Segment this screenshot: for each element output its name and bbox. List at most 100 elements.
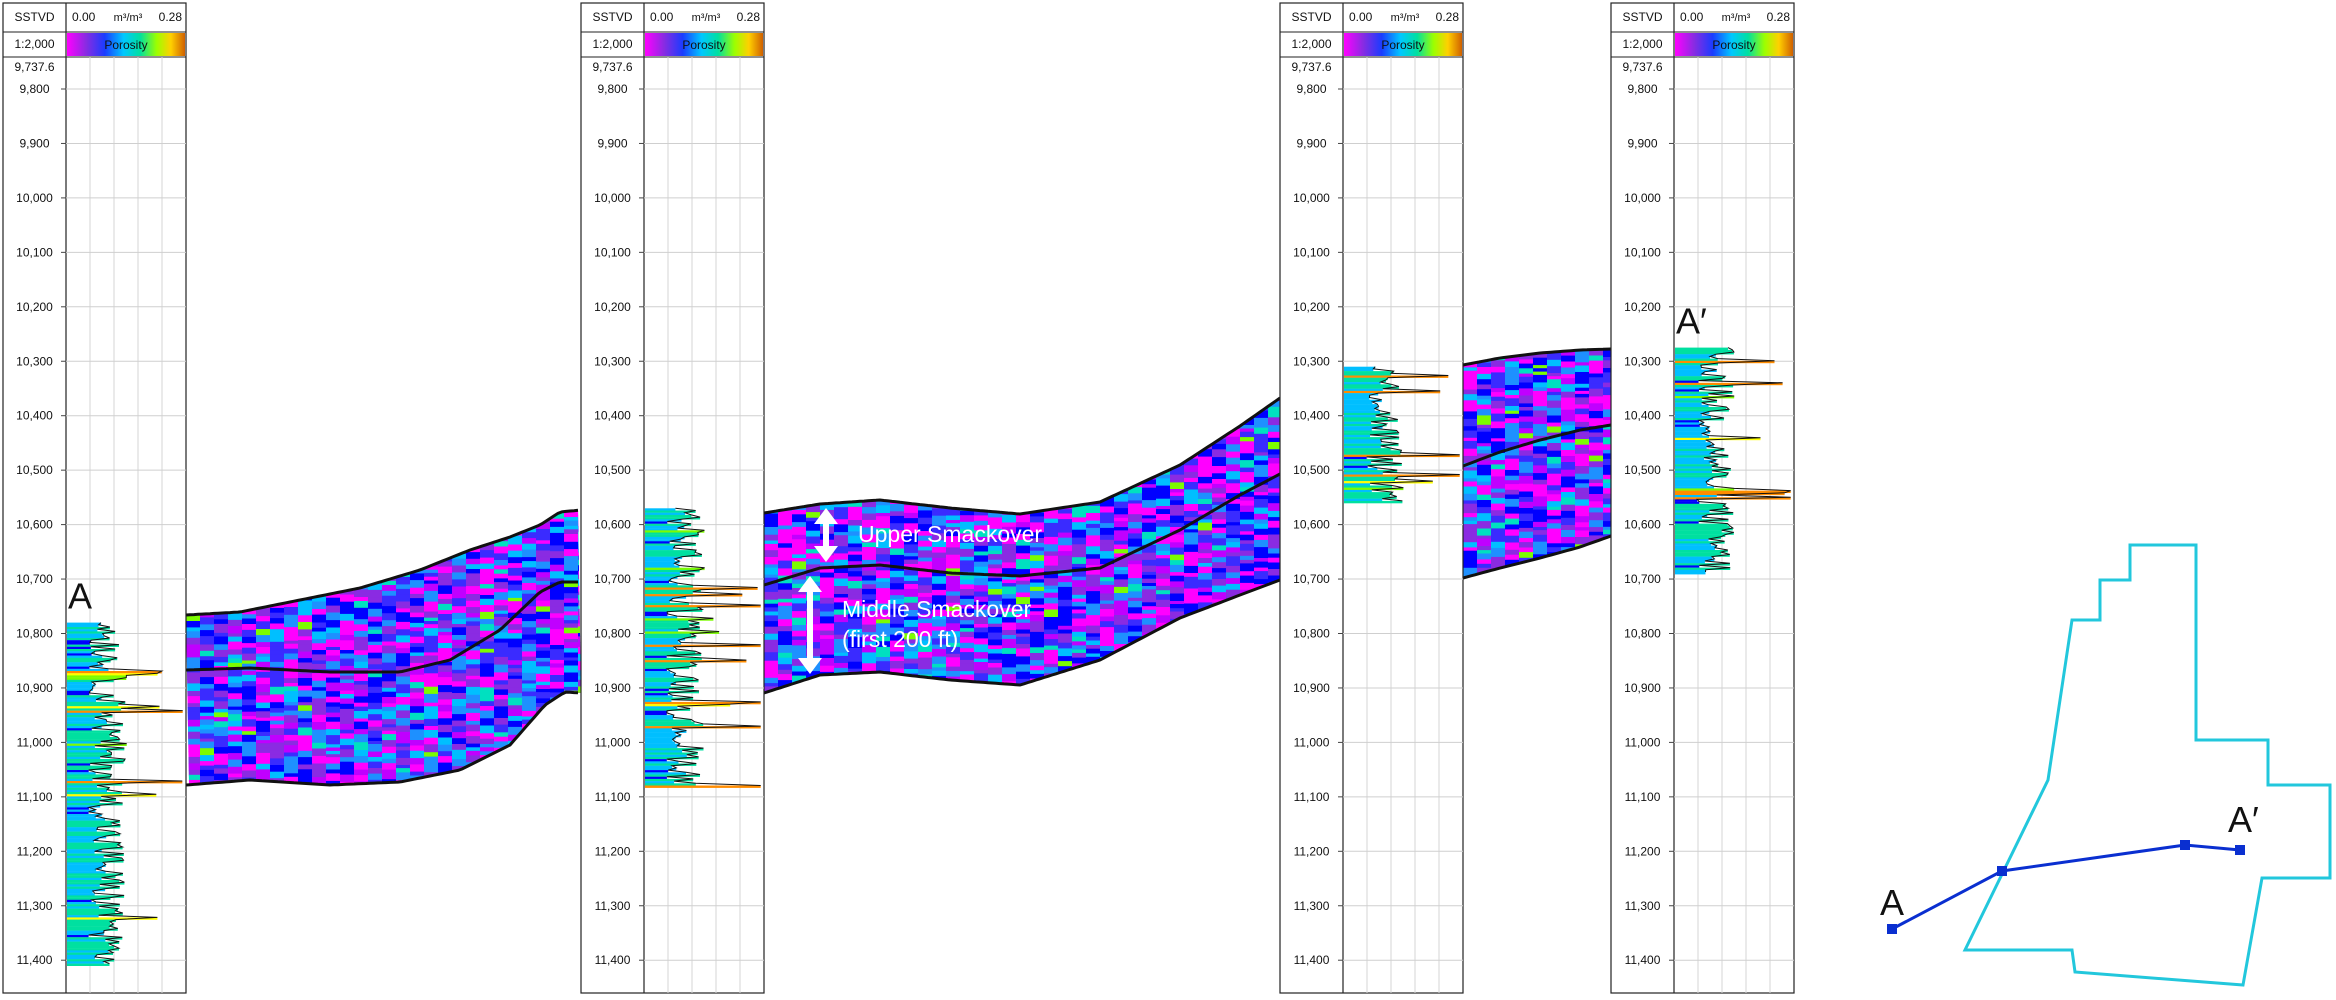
depth-tick-label: 11,200	[17, 844, 53, 858]
depth-tick-label: 9,800	[1296, 82, 1326, 96]
base-horizon	[763, 578, 1281, 695]
porosity-color-bar	[1675, 33, 1793, 56]
porosity-curve	[1366, 366, 1460, 502]
depth-tick-label: 10,300	[1293, 354, 1330, 368]
depth-tick-label: 10,400	[594, 409, 631, 423]
porosity-fill	[1463, 349, 1611, 578]
depth-tick-label: 11,200	[595, 844, 631, 858]
depth-tick-label: 10,200	[16, 300, 53, 314]
top-horizon	[185, 508, 579, 617]
depth-tick-label: 9,900	[1627, 136, 1657, 150]
porosity-color-bar	[645, 33, 763, 56]
depth-tick-label: 10,700	[1293, 572, 1330, 586]
depth-tick-label: 9,900	[597, 136, 627, 150]
well-label: A	[68, 576, 92, 617]
porosity-log	[1675, 347, 1791, 575]
depth-tick-label: 10,600	[1293, 518, 1330, 532]
porosity-unit-label: m³/m³	[114, 12, 143, 24]
top-depth-label: 9,737.6	[1291, 60, 1331, 74]
depth-tick-label: 9,800	[597, 82, 627, 96]
porosity-log	[645, 507, 761, 788]
depth-tick-label: 10,700	[1624, 572, 1661, 586]
porosity-max-label: 0.28	[1767, 10, 1791, 24]
middle-smackover-arrow	[798, 576, 822, 674]
correlation-panel-1	[185, 508, 581, 787]
depth-tick-label: 10,000	[16, 191, 53, 205]
porosity-log	[67, 622, 183, 966]
depth-tick-label: 10,800	[16, 627, 53, 641]
porosity-bar-label: Porosity	[104, 38, 147, 52]
middle-smackover-sub-label: (first 200 ft)	[842, 626, 958, 652]
porosity-curve	[86, 622, 183, 965]
well-marker	[2235, 845, 2245, 855]
middle-horizon	[763, 472, 1281, 587]
upper-smackover-label: Upper Smackover	[858, 521, 1042, 547]
depth-tick-label: 11,000	[595, 735, 631, 749]
depth-tick-label: 10,800	[1624, 627, 1661, 641]
depth-tick-label: 10,500	[594, 463, 631, 477]
depth-tick-label: 10,900	[1624, 681, 1661, 695]
porosity-curve	[665, 507, 761, 786]
depth-tick-label: 10,300	[594, 354, 631, 368]
base-horizon	[185, 690, 579, 787]
location-map: A A′	[1880, 543, 2332, 987]
well-label: A′	[1676, 301, 1707, 342]
depth-tick-label: 11,300	[1625, 899, 1661, 913]
upper-smackover-arrow	[814, 508, 838, 562]
depth-tick-label: 10,300	[1624, 354, 1661, 368]
scale-label: 1:2,000	[1291, 37, 1331, 51]
depth-tick-label: 10,600	[1624, 518, 1661, 532]
depth-header-label: SSTVD	[14, 10, 54, 24]
depth-tick-label: 9,800	[19, 82, 49, 96]
porosity-fill	[186, 510, 581, 785]
depth-tick-label: 10,300	[16, 354, 53, 368]
depth-tick-label: 10,100	[594, 245, 631, 259]
depth-tick-label: 11,400	[17, 953, 53, 967]
depth-header-label: SSTVD	[1622, 10, 1662, 24]
well-track-3: SSTVD 1:2,000 0.00 m³/m³ 0.28 Porosity 9,737.6…	[1279, 2, 1464, 994]
top-horizon	[1462, 347, 1612, 367]
depth-tick-label: 10,400	[1293, 409, 1330, 423]
well-marker	[1997, 866, 2007, 876]
correlation-panel-3	[1462, 347, 1612, 580]
depth-header-label: SSTVD	[1291, 10, 1331, 24]
depth-tick-label: 9,900	[1296, 136, 1326, 150]
porosity-unit-label: m³/m³	[692, 12, 721, 24]
depth-tick-label: 10,900	[16, 681, 53, 695]
top-depth-label: 9,737.6	[14, 60, 54, 74]
depth-tick-label: 10,600	[16, 518, 53, 532]
porosity-unit-label: m³/m³	[1722, 12, 1751, 24]
porosity-max-label: 0.28	[159, 10, 183, 24]
porosity-max-label: 0.28	[1436, 10, 1460, 24]
depth-tick-label: 10,500	[16, 463, 53, 477]
middle-horizon	[185, 580, 578, 674]
depth-tick-label: 10,900	[594, 681, 631, 695]
depth-tick-label: 11,200	[1294, 844, 1330, 858]
porosity-curve	[1695, 347, 1791, 573]
middle-smackover-label: Middle Smackover	[842, 596, 1032, 622]
depth-tick-label: 11,400	[1294, 953, 1330, 967]
porosity-unit-label: m³/m³	[1391, 12, 1420, 24]
depth-tick-label: 11,400	[595, 953, 631, 967]
depth-tick-label: 11,100	[1294, 790, 1330, 804]
well-marker	[1887, 924, 1897, 934]
depth-tick-label: 10,800	[1293, 627, 1330, 641]
depth-header-label: SSTVD	[592, 10, 632, 24]
well-track-2: SSTVD 1:2,000 0.00 m³/m³ 0.28 Porosity 9,737.6…	[580, 2, 765, 994]
porosity-bar-label: Porosity	[1381, 38, 1424, 52]
scale-label: 1:2,000	[14, 37, 54, 51]
track-frame	[580, 2, 765, 994]
porosity-bar-label: Porosity	[682, 38, 725, 52]
depth-tick-label: 11,000	[17, 735, 53, 749]
depth-tick-label: 11,000	[1625, 735, 1661, 749]
depth-tick-label: 10,200	[594, 300, 631, 314]
map-label-start: A	[1880, 882, 1904, 923]
depth-tick-label: 10,600	[594, 518, 631, 532]
depth-tick-label: 10,000	[594, 191, 631, 205]
depth-tick-label: 10,900	[1293, 681, 1330, 695]
porosity-color-bar	[67, 33, 185, 56]
middle-horizon	[1462, 423, 1612, 468]
depth-tick-label: 11,300	[595, 899, 631, 913]
well-marker	[2180, 840, 2190, 850]
